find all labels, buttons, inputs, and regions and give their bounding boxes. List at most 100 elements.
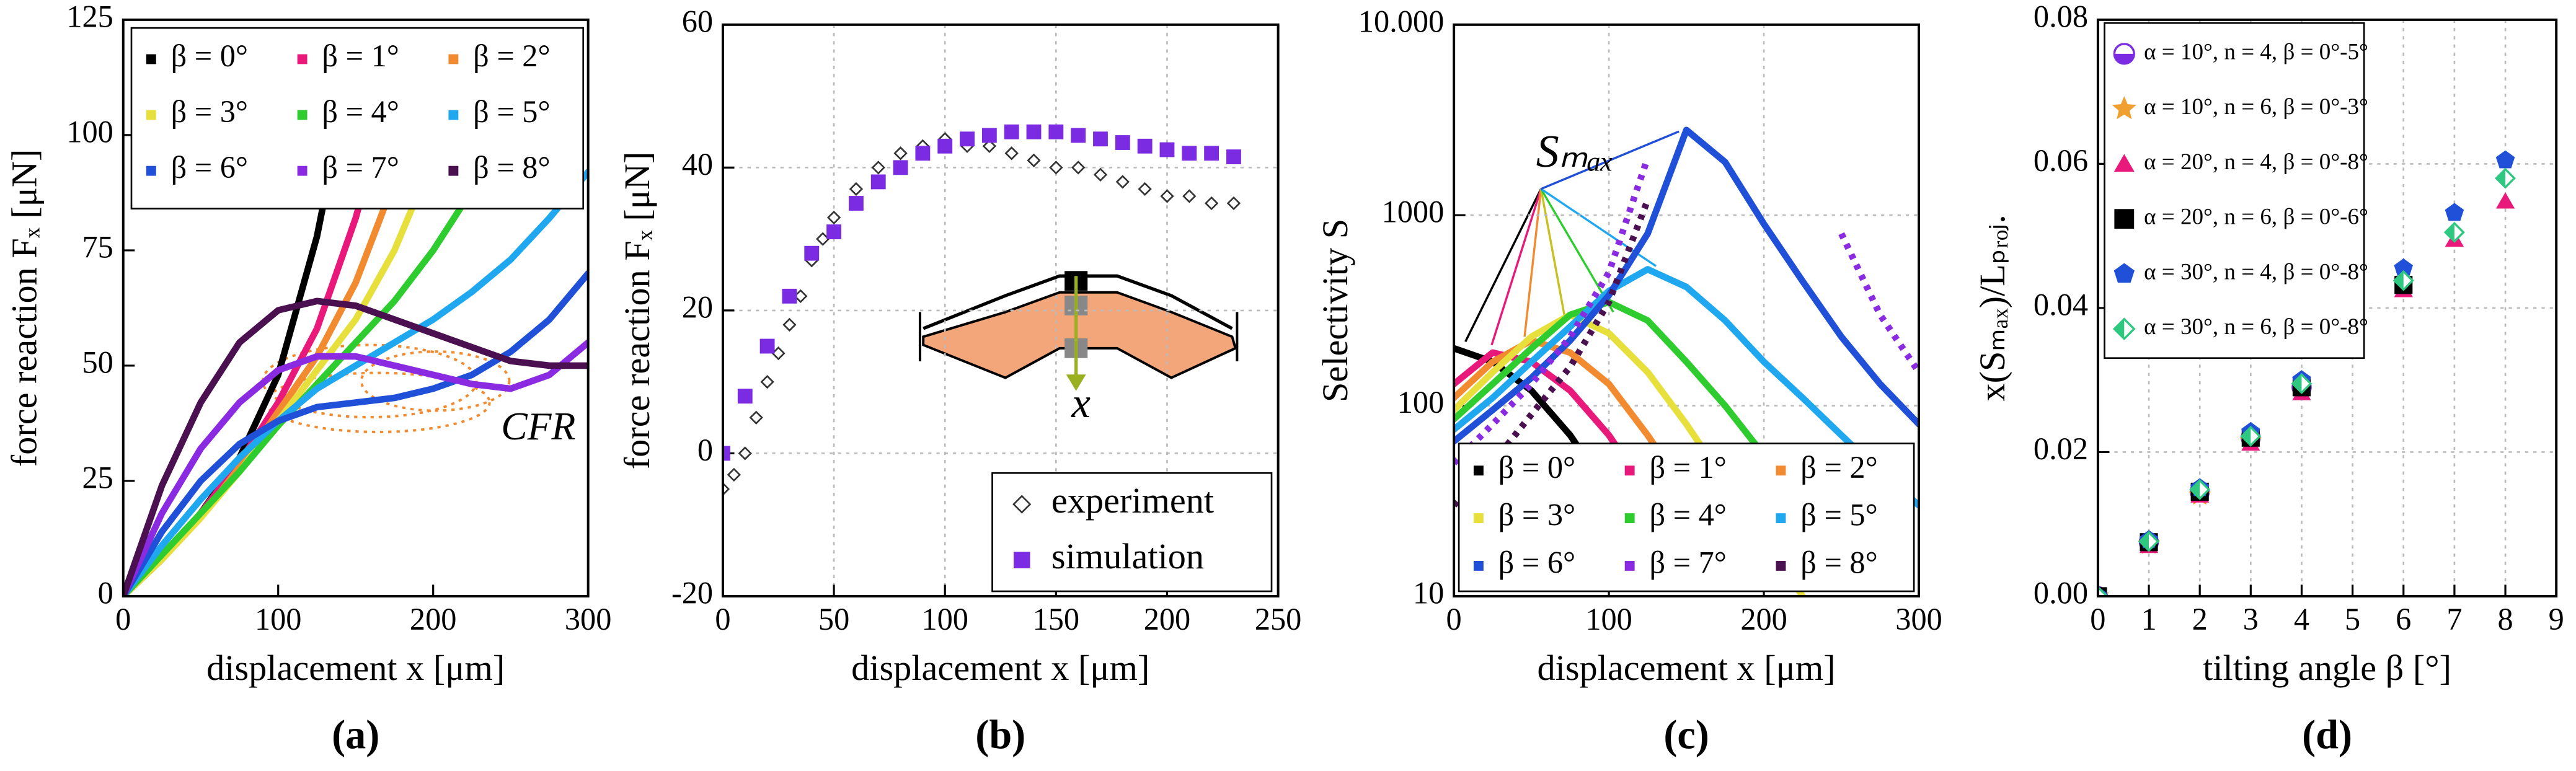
x-axis-label: displacement x [μm]: [851, 648, 1149, 688]
data-point: [2443, 221, 2465, 243]
legend-label: α = 20°, n = 4, β = 0°-8°: [2144, 149, 2368, 175]
x-axis-label: displacement x [μm]: [1538, 648, 1836, 688]
legend-label: α = 30°, n = 6, β = 0°-8°: [2144, 314, 2368, 340]
y-tick-label: 75: [82, 229, 113, 264]
inset-label: x: [1071, 379, 1091, 426]
legend-label: β = 6°: [171, 150, 248, 185]
x-tick-label: 100: [255, 602, 302, 637]
y-tick-label: 10.000: [1358, 4, 1444, 38]
inset-diagram: [918, 271, 1239, 391]
y-axis-label: x(Sₘₐₓ)/Lₚᵣₒⱼ.: [1972, 214, 2012, 401]
legend-swatch: [146, 110, 156, 120]
y-tick-label: 0: [98, 576, 113, 610]
data-point: [2392, 270, 2414, 291]
x-tick-label: 6: [2396, 602, 2411, 637]
legend-swatch: [146, 165, 156, 176]
data-point: [981, 128, 997, 143]
data-point: [1137, 138, 1153, 154]
y-tick-label: 0.06: [2034, 143, 2088, 178]
y-tick-label: 40: [682, 147, 713, 182]
axes-frame: [122, 18, 590, 597]
legend-label: α = 30°, n = 4, β = 0°-8°: [2144, 259, 2368, 284]
legend-label: α = 10°, n = 4, β = 0°-5°: [2144, 39, 2368, 64]
legend-label: β = 0°: [171, 38, 248, 73]
x-tick-label: 4: [2294, 602, 2309, 637]
y-tick-label: 1000: [1382, 195, 1445, 229]
legend-box: [991, 472, 1273, 593]
x-axis-label: displacement x [μm]: [206, 648, 505, 688]
data-point: [1071, 161, 1086, 175]
data-point: [893, 146, 908, 161]
y-tick-label: 25: [82, 460, 113, 495]
x-tick-label: 1: [2141, 602, 2156, 637]
marker-part: [2292, 374, 2302, 393]
legend-label: experiment: [1051, 480, 1214, 521]
legend-swatch: [1473, 513, 1484, 524]
x-tick-label: 3: [2243, 602, 2259, 637]
data-point: [1160, 189, 1174, 203]
data-point: [2495, 150, 2515, 169]
x-tick-label: 100: [921, 602, 968, 637]
data-point: [1093, 167, 1108, 182]
legend-label: α = 20°, n = 6, β = 0°-6°: [2144, 205, 2368, 230]
x-tick-label: 0: [115, 602, 131, 637]
y-tick-label: 0: [697, 433, 713, 467]
y-tick-label: 100: [1397, 385, 1445, 420]
legend-label: β = 2°: [1800, 450, 1877, 485]
data-point: [1027, 153, 1041, 167]
panel-label: (b): [975, 713, 1025, 758]
smax-arrows: [1464, 130, 1680, 346]
y-tick-label: -20: [671, 576, 713, 610]
y-tick-label: 0.02: [2034, 431, 2088, 466]
legend-label: β = 8°: [1800, 545, 1877, 580]
y-axis-label: force reaction Fₓ [μN]: [617, 152, 657, 470]
y-axis-label: Selectivity S: [1315, 219, 1355, 402]
data-point: [1226, 196, 1241, 211]
legend-swatch: [1624, 513, 1635, 524]
data-point: [1049, 161, 1063, 175]
x-tick-label: 0: [1446, 602, 1462, 637]
x-axis-label: tilting angle β [°]: [2203, 648, 2451, 688]
data-point: [760, 375, 774, 389]
marker-part: [2097, 585, 2109, 596]
legend-marker: [2113, 263, 2135, 283]
data-point: [871, 161, 885, 175]
legend-marker: [2112, 317, 2136, 341]
data-point: [1182, 146, 1197, 161]
data-point: [960, 131, 975, 147]
legend-swatch: [448, 165, 459, 176]
legend-marker: [2112, 95, 2136, 120]
data-point: [738, 446, 752, 460]
legend-marker: [2113, 43, 2135, 65]
data-point: [2240, 425, 2262, 447]
legend-label: β = 0°: [1498, 450, 1575, 485]
y-tick-label: 60: [682, 4, 713, 38]
legend-label: β = 2°: [473, 38, 550, 73]
legend-label: β = 3°: [171, 94, 248, 129]
data-point: [2394, 258, 2414, 276]
y-axis-label: force reaction Fₓ [μN]: [4, 149, 44, 467]
x-tick-label: 5: [2345, 602, 2360, 637]
legend-label: β = 7°: [1649, 545, 1726, 580]
x-tick-label: 8: [2497, 602, 2513, 637]
series-line: [1454, 126, 1919, 445]
legend-swatch: [1776, 513, 1786, 524]
legend-marker: [2113, 154, 2135, 172]
x-tick-label: 50: [818, 602, 849, 637]
data-point: [982, 139, 997, 153]
series-line: [123, 270, 588, 596]
data-point: [2138, 531, 2160, 552]
annotation: CFR: [501, 404, 575, 448]
legend-label: β = 4°: [1649, 498, 1726, 532]
marker-part: [2394, 271, 2404, 290]
data-point: [1204, 146, 1219, 161]
data-point: [782, 317, 797, 332]
data-point: [915, 146, 931, 161]
data-point: [804, 245, 820, 261]
data-point: [722, 446, 730, 461]
legend-marker: [1012, 495, 1032, 514]
legend-swatch: [1473, 561, 1484, 571]
x-tick-label: 100: [1585, 602, 1632, 637]
axes-frame: [1453, 23, 1921, 597]
data-point: [826, 210, 841, 225]
